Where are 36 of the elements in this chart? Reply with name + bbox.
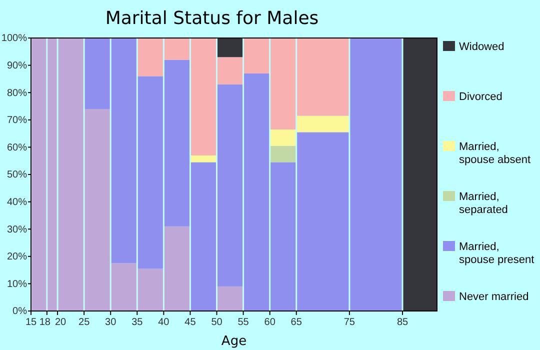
x-tick-label: 25 bbox=[78, 317, 90, 328]
x-tick-label: 55 bbox=[238, 317, 250, 328]
legend-label: Widowed bbox=[459, 41, 504, 53]
legend-label: Married, separated bbox=[459, 191, 508, 216]
x-tick-label: 50 bbox=[211, 317, 223, 328]
x-tick-label: 15 bbox=[25, 317, 37, 328]
y-tick-label: 100% bbox=[1, 33, 28, 44]
y-tick-label: 60% bbox=[6, 142, 28, 154]
y-tick-label: 40% bbox=[6, 197, 28, 208]
x-tick-label: 40 bbox=[158, 317, 170, 328]
y-tick-label: 30% bbox=[6, 224, 28, 236]
y-tick-label: 90% bbox=[6, 60, 28, 72]
x-tick-label: 30 bbox=[105, 317, 117, 328]
x-tick-label: 20 bbox=[54, 317, 67, 328]
legend-label: Never married bbox=[459, 291, 529, 303]
x-tick-label: 35 bbox=[132, 317, 144, 328]
bar bbox=[216, 286, 244, 311]
legend-label: Divorced bbox=[459, 91, 502, 103]
y-tick-label: 0% bbox=[12, 306, 28, 318]
x-tick-label: 18 bbox=[39, 317, 51, 328]
x-tick-label: 65 bbox=[290, 317, 302, 328]
y-tick-label: 50% bbox=[6, 170, 28, 181]
legend-label: Married, spouse present bbox=[459, 241, 534, 266]
y-tick-label: 20% bbox=[6, 252, 28, 263]
x-tick-label: 60 bbox=[264, 317, 276, 328]
legend-label: Married, spouse absent bbox=[459, 141, 531, 166]
y-tick-label: 10% bbox=[6, 278, 28, 290]
y-tick-label: 70% bbox=[6, 115, 28, 126]
x-tick-label: 75 bbox=[344, 317, 356, 328]
x-tick-label: 85 bbox=[396, 317, 408, 328]
x-tick-label: 45 bbox=[184, 317, 196, 328]
chart-title: Marital Status for Males bbox=[105, 8, 319, 29]
bar bbox=[270, 146, 296, 162]
x-axis-title: Age bbox=[221, 334, 247, 349]
y-tick-label: 80% bbox=[6, 88, 28, 99]
bar bbox=[190, 155, 217, 162]
